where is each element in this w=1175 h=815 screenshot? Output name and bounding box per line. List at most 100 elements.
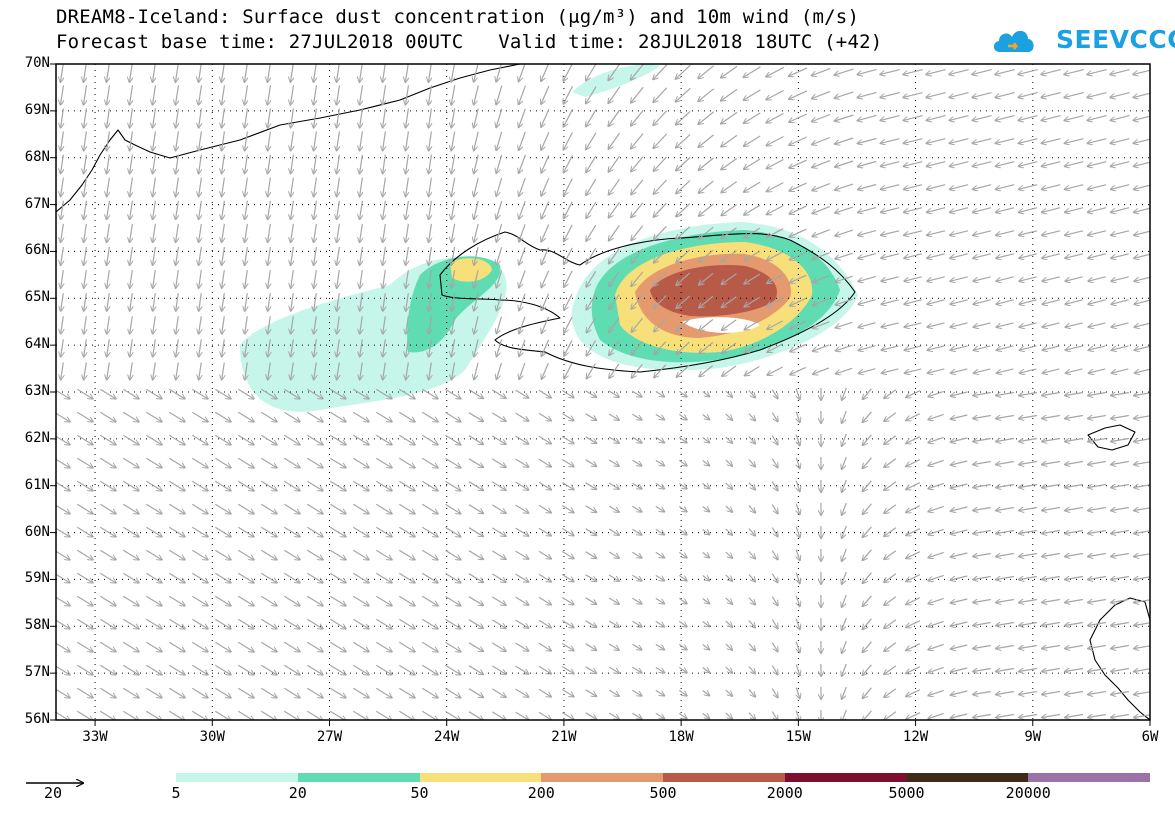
wind-arrow xyxy=(122,595,138,605)
wind-arrow xyxy=(375,618,391,628)
wind-arrow xyxy=(352,549,368,559)
wind-arrow xyxy=(245,200,248,219)
wind-arrow xyxy=(398,503,414,513)
wind-arrow xyxy=(973,439,991,442)
wind-arrow xyxy=(655,459,664,465)
wind-arrow xyxy=(191,687,207,697)
wind-arrow xyxy=(950,299,968,304)
wind-arrow xyxy=(835,137,854,144)
wind-arrow xyxy=(884,711,897,720)
wind-arrow xyxy=(767,251,784,261)
wind-arrow xyxy=(951,506,968,511)
dust-concentration-field xyxy=(240,64,858,412)
wind-arrow xyxy=(927,184,946,190)
wind-arrow xyxy=(972,69,992,75)
wind-arrow xyxy=(496,270,503,287)
wind-arrow xyxy=(260,503,276,513)
wind-arrow xyxy=(767,297,784,306)
wind-arrow xyxy=(771,481,777,491)
wind-arrow xyxy=(337,339,340,356)
wind-arrow xyxy=(842,479,847,492)
wind-arrow xyxy=(541,224,550,242)
wind-arrow xyxy=(950,161,969,167)
wind-arrow xyxy=(608,666,619,673)
wind-arrow xyxy=(813,321,830,328)
wind-arrow xyxy=(222,64,225,82)
legend-label: 50 xyxy=(410,784,429,802)
wind-arrow xyxy=(1019,577,1037,580)
wind-arrow xyxy=(1041,69,1061,75)
wind-arrow xyxy=(927,161,946,167)
wind-arrow xyxy=(928,390,944,396)
wind-arrow xyxy=(176,316,179,333)
wind-arrow xyxy=(609,271,620,287)
wind-arrow xyxy=(491,596,505,605)
wind-arrow xyxy=(84,154,87,174)
wind-arrow xyxy=(858,183,877,190)
wind-arrow xyxy=(564,155,573,173)
wind-arrow xyxy=(771,527,777,537)
wind-arrow xyxy=(905,368,922,373)
wind-arrow xyxy=(906,712,921,720)
wind-arrow xyxy=(1042,230,1061,235)
wind-arrow xyxy=(835,206,854,213)
legend-label: 200 xyxy=(527,784,555,802)
wind-arrow xyxy=(474,293,479,310)
wind-arrow xyxy=(748,666,755,674)
wind-arrow xyxy=(519,316,526,334)
wind-arrow xyxy=(352,411,368,421)
wind-arrow xyxy=(519,362,526,379)
wind-arrow xyxy=(631,202,644,218)
wind-arrow xyxy=(1088,161,1107,167)
wind-arrow xyxy=(796,526,800,538)
wind-arrow xyxy=(406,293,409,311)
axis-ticks xyxy=(50,63,1151,726)
wind-arrow xyxy=(564,293,573,310)
wind-arrow xyxy=(176,177,179,197)
wind-arrow xyxy=(360,362,363,380)
legend-label: 20000 xyxy=(1005,784,1051,802)
wind-arrow xyxy=(1111,138,1130,144)
wind-arrow xyxy=(176,64,179,82)
wind-arrow xyxy=(1088,485,1106,488)
wind-arrow xyxy=(214,572,230,582)
wind-arrow xyxy=(586,294,597,309)
wind-arrow xyxy=(1042,416,1060,419)
wind-arrow xyxy=(99,434,115,444)
wind-arrow xyxy=(950,207,969,213)
wind-arrow xyxy=(291,108,294,127)
wind-arrow xyxy=(796,687,800,699)
wind-arrow xyxy=(329,710,345,720)
wind-arrow xyxy=(677,364,690,377)
lon-label: 12W xyxy=(902,729,929,745)
wind-arrow xyxy=(996,184,1015,190)
wind-arrow xyxy=(796,503,800,515)
wind-arrow xyxy=(767,135,784,146)
wind-arrow xyxy=(1134,577,1150,580)
wind-arrow xyxy=(561,550,573,559)
lon-label: 6W xyxy=(1141,729,1159,745)
wind-arrow xyxy=(1088,184,1107,190)
wind-arrow xyxy=(237,411,253,421)
wind-arrow xyxy=(951,414,968,419)
wind-arrow xyxy=(904,184,923,190)
wind-arrow xyxy=(767,274,784,283)
wind-arrow xyxy=(260,434,276,444)
wind-arrow xyxy=(882,368,899,373)
wind-arrow xyxy=(515,550,529,559)
wind-arrow xyxy=(107,131,110,151)
wind-arrow xyxy=(927,138,946,144)
wind-arrow xyxy=(56,573,69,582)
wind-arrow xyxy=(632,574,641,581)
wind-arrow xyxy=(655,712,664,718)
wind-arrow xyxy=(587,340,597,356)
wind-arrow xyxy=(451,108,456,127)
wind-arrow xyxy=(130,200,133,219)
wind-arrow xyxy=(1065,230,1084,235)
wind-arrow xyxy=(951,529,968,534)
wind-arrow xyxy=(291,131,294,151)
wind-arrow xyxy=(1112,345,1129,350)
wind-arrow xyxy=(1019,276,1037,281)
wind-arrow xyxy=(406,270,409,288)
wind-arrow xyxy=(260,595,276,605)
